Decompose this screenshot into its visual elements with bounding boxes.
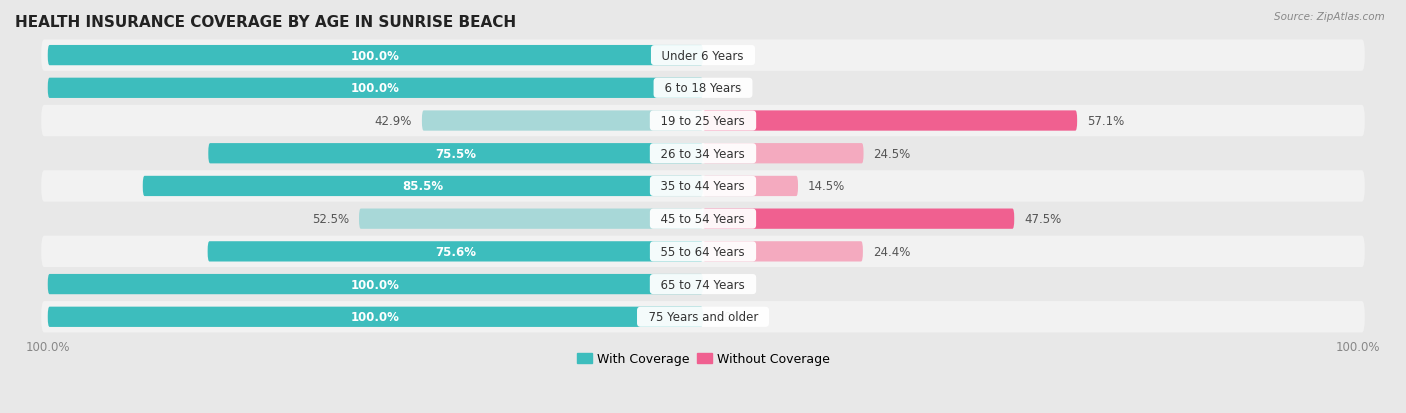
Text: 45 to 54 Years: 45 to 54 Years: [654, 213, 752, 225]
FancyBboxPatch shape: [41, 138, 1365, 169]
Text: 75 Years and older: 75 Years and older: [641, 311, 765, 323]
Text: HEALTH INSURANCE COVERAGE BY AGE IN SUNRISE BEACH: HEALTH INSURANCE COVERAGE BY AGE IN SUNR…: [15, 15, 516, 30]
FancyBboxPatch shape: [41, 106, 1365, 137]
Text: 100.0%: 100.0%: [352, 50, 399, 62]
Text: 100.0%: 100.0%: [352, 311, 399, 323]
Text: 55 to 64 Years: 55 to 64 Years: [654, 245, 752, 258]
Text: 0.0%: 0.0%: [713, 82, 742, 95]
FancyBboxPatch shape: [41, 73, 1365, 104]
FancyBboxPatch shape: [48, 78, 703, 99]
Text: 0.0%: 0.0%: [713, 278, 742, 291]
FancyBboxPatch shape: [422, 111, 703, 131]
Text: 42.9%: 42.9%: [375, 115, 412, 128]
Text: 0.0%: 0.0%: [713, 311, 742, 323]
Text: 24.5%: 24.5%: [873, 147, 911, 160]
Text: 6 to 18 Years: 6 to 18 Years: [657, 82, 749, 95]
FancyBboxPatch shape: [41, 236, 1365, 268]
FancyBboxPatch shape: [208, 242, 703, 262]
FancyBboxPatch shape: [208, 144, 703, 164]
FancyBboxPatch shape: [48, 307, 703, 327]
FancyBboxPatch shape: [703, 111, 1077, 131]
Text: 19 to 25 Years: 19 to 25 Years: [654, 115, 752, 128]
Text: 0.0%: 0.0%: [713, 50, 742, 62]
Text: 14.5%: 14.5%: [808, 180, 845, 193]
Text: 57.1%: 57.1%: [1087, 115, 1125, 128]
Text: 26 to 34 Years: 26 to 34 Years: [654, 147, 752, 160]
FancyBboxPatch shape: [359, 209, 703, 229]
Text: 24.4%: 24.4%: [873, 245, 910, 258]
Legend: With Coverage, Without Coverage: With Coverage, Without Coverage: [572, 347, 834, 370]
Text: Source: ZipAtlas.com: Source: ZipAtlas.com: [1274, 12, 1385, 22]
FancyBboxPatch shape: [41, 171, 1365, 202]
Text: 100.0%: 100.0%: [352, 278, 399, 291]
Text: 47.5%: 47.5%: [1024, 213, 1062, 225]
FancyBboxPatch shape: [41, 204, 1365, 235]
Text: Under 6 Years: Under 6 Years: [655, 50, 751, 62]
Text: 85.5%: 85.5%: [402, 180, 443, 193]
Text: 52.5%: 52.5%: [312, 213, 349, 225]
Text: 35 to 44 Years: 35 to 44 Years: [654, 180, 752, 193]
FancyBboxPatch shape: [48, 274, 703, 294]
FancyBboxPatch shape: [41, 269, 1365, 300]
Text: 100.0%: 100.0%: [352, 82, 399, 95]
FancyBboxPatch shape: [703, 242, 863, 262]
FancyBboxPatch shape: [41, 301, 1365, 333]
Text: 65 to 74 Years: 65 to 74 Years: [654, 278, 752, 291]
FancyBboxPatch shape: [48, 46, 703, 66]
FancyBboxPatch shape: [703, 209, 1014, 229]
FancyBboxPatch shape: [41, 40, 1365, 71]
Text: 75.6%: 75.6%: [434, 245, 475, 258]
FancyBboxPatch shape: [703, 176, 799, 197]
FancyBboxPatch shape: [703, 144, 863, 164]
FancyBboxPatch shape: [143, 176, 703, 197]
Text: 75.5%: 75.5%: [434, 147, 477, 160]
